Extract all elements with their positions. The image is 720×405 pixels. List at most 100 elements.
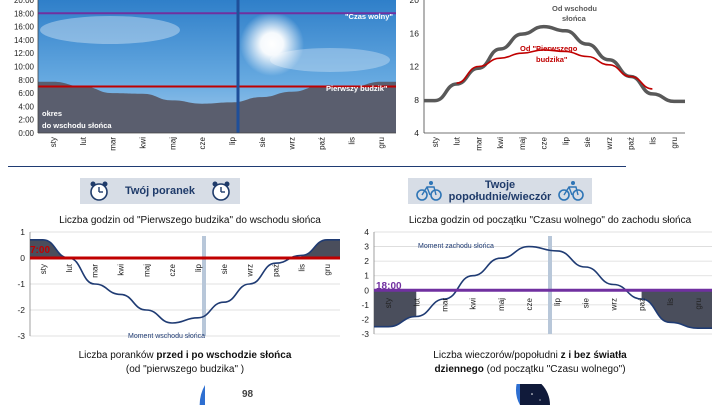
- chart-bottom-left: 1 0 -1 -2 -3 7:00 Moment wschodu słońca sty l…: [17, 227, 340, 341]
- sunset-moment-line: [374, 245, 712, 329]
- x-tick-label: lut: [412, 297, 421, 306]
- y-tick-label: 18:00: [14, 9, 35, 18]
- series-sunrise-line: [424, 24, 685, 104]
- x-tick-label: kwi: [138, 137, 147, 149]
- x-tick-label: lis: [648, 137, 657, 145]
- sunrise-moment-line: [30, 239, 340, 324]
- area-before-sunrise-dec: [301, 239, 340, 258]
- y-tick-label: 4: [414, 128, 419, 138]
- pie-slice-before: [199, 385, 205, 405]
- series-alarm-line: [456, 49, 653, 90]
- y-tick-label: -1: [361, 300, 369, 310]
- x-tick-label: lut: [65, 263, 74, 272]
- x-tick-label: cze: [168, 263, 177, 276]
- x-tick-label: cze: [198, 136, 207, 149]
- x-tick-label: lip: [561, 136, 570, 145]
- y-tick-label: 1: [20, 227, 25, 237]
- x-tick-label: sie: [583, 136, 592, 147]
- x-tick-label: paź: [271, 264, 280, 277]
- alarm-label: Pierwszy budzik": [326, 84, 388, 93]
- x-tick-label: paź: [638, 298, 647, 311]
- caption-right-text-c: dziennego: [434, 364, 484, 375]
- y-tick-label: 12:00: [14, 49, 35, 58]
- x-tick-label: lip: [553, 297, 562, 306]
- before-sunrise-label-2: do wschodu słońca: [42, 121, 112, 130]
- x-tick-label: sie: [220, 263, 229, 274]
- y-tick-label: 6:00: [18, 89, 34, 98]
- y-tick-label: 4: [364, 227, 369, 237]
- pie-right: [516, 384, 550, 405]
- caption-left-text-b: przed i po wschodzie słońca: [156, 350, 292, 361]
- sunset-annotation: Moment zachodu słońca: [418, 243, 494, 250]
- x-tick-label: gru: [694, 298, 703, 310]
- banner-evening-label-1: Twoje: [484, 179, 516, 191]
- y-tick-label: 2: [364, 256, 369, 266]
- x-tick-label: wrz: [609, 298, 618, 311]
- caption-left-text-c: (od "pierwszego budzika" ): [125, 364, 245, 375]
- alarm-ref-label: 7:00: [30, 245, 50, 256]
- y-tick-label: -3: [17, 331, 25, 341]
- sunrise-annotation: Moment wschodu słońca: [128, 333, 205, 340]
- red-series-label-1: Od "Pierwszego: [520, 44, 578, 53]
- x-tick-label: wrz: [605, 137, 614, 150]
- x-tick-label: mar: [474, 137, 483, 151]
- x-tick-label: kwi: [116, 264, 125, 276]
- x-tick-label: lis: [666, 298, 675, 306]
- pie-left: 98: [199, 385, 254, 405]
- x-tick-label: lut: [79, 136, 88, 145]
- y-tick-label: 1: [364, 271, 369, 281]
- x-tick-label: gru: [377, 137, 386, 149]
- y-tick-label: 20:00: [14, 0, 35, 5]
- x-tick-label: maj: [168, 137, 177, 150]
- x-tick-label: sty: [431, 137, 440, 147]
- y-tick-label: 10:00: [14, 63, 35, 72]
- x-tick-label: cze: [540, 136, 549, 149]
- y-tick-label: 16:00: [14, 23, 35, 32]
- caption-right: Liczba wieczorów/popołudni z i bez świat…: [400, 349, 660, 377]
- free-time-label: "Czas wolny": [345, 12, 393, 21]
- y-tick-label: 20: [410, 0, 420, 5]
- x-tick-label: maj: [142, 264, 151, 277]
- x-tick-label: lis: [297, 264, 306, 272]
- x-tick-label: mar: [109, 137, 118, 151]
- x-tick-label: wrz: [246, 264, 255, 277]
- x-tick-label: sie: [581, 297, 590, 308]
- before-sunrise-label-1: okres: [42, 109, 62, 118]
- x-tick-label: mar: [91, 264, 100, 278]
- pie-slice-day: [516, 384, 520, 405]
- x-tick-label: lis: [347, 137, 356, 145]
- x-tick-label: lip: [228, 136, 237, 145]
- caption-left: Liczba poranków przed i po wschodzie sło…: [60, 349, 310, 377]
- x-tick-label: sty: [384, 298, 393, 308]
- bicycle-icon: [416, 181, 442, 201]
- bicycle-icon: [558, 181, 584, 201]
- gray-series-label-2: słońca: [562, 14, 587, 23]
- red-series-label-2: budzika": [536, 55, 568, 64]
- y-tick-label: -2: [17, 305, 25, 315]
- y-tick-label: 3: [364, 242, 369, 252]
- chart-top-left: 0:00 2:00 4:00 6:00 8:00 10:00 12:00 14:00 16:00…: [14, 0, 396, 151]
- caption-left-text-a: Liczba poranków: [78, 350, 157, 361]
- pie-left-value: 98: [242, 389, 254, 400]
- x-tick-label: mar: [440, 298, 449, 312]
- caption-right-text-b: z i bez światła: [560, 350, 627, 361]
- banner-evening: Twoje popołudnie/wieczór: [408, 178, 592, 204]
- y-tick-label: 12: [410, 62, 420, 72]
- x-tick-label: maj: [497, 298, 506, 311]
- gray-series-label-1: Od wschodu: [552, 4, 597, 13]
- y-tick-label: 0: [20, 253, 25, 263]
- y-tick-label: 0:00: [18, 129, 34, 138]
- x-tick-label: lut: [453, 136, 462, 145]
- chart-top-right: 4 8 12 16 20 Od wschodu słońca Od "Pierwszeg…: [410, 0, 685, 151]
- y-tick-label: -1: [17, 279, 25, 289]
- before-sunrise-area: [38, 81, 396, 133]
- x-tick-label: kwi: [496, 137, 505, 149]
- banner-morning-label: Twój poranek: [124, 185, 196, 197]
- free-time-ref-label: 18:00: [376, 281, 402, 292]
- y-tick-label: 4:00: [18, 102, 34, 111]
- banner-morning: Twój poranek: [80, 178, 240, 204]
- cloud: [40, 16, 180, 44]
- pie-slice-night: [520, 384, 550, 405]
- x-tick-label: kwi: [469, 298, 478, 310]
- area-no-daylight-winter: [374, 290, 417, 327]
